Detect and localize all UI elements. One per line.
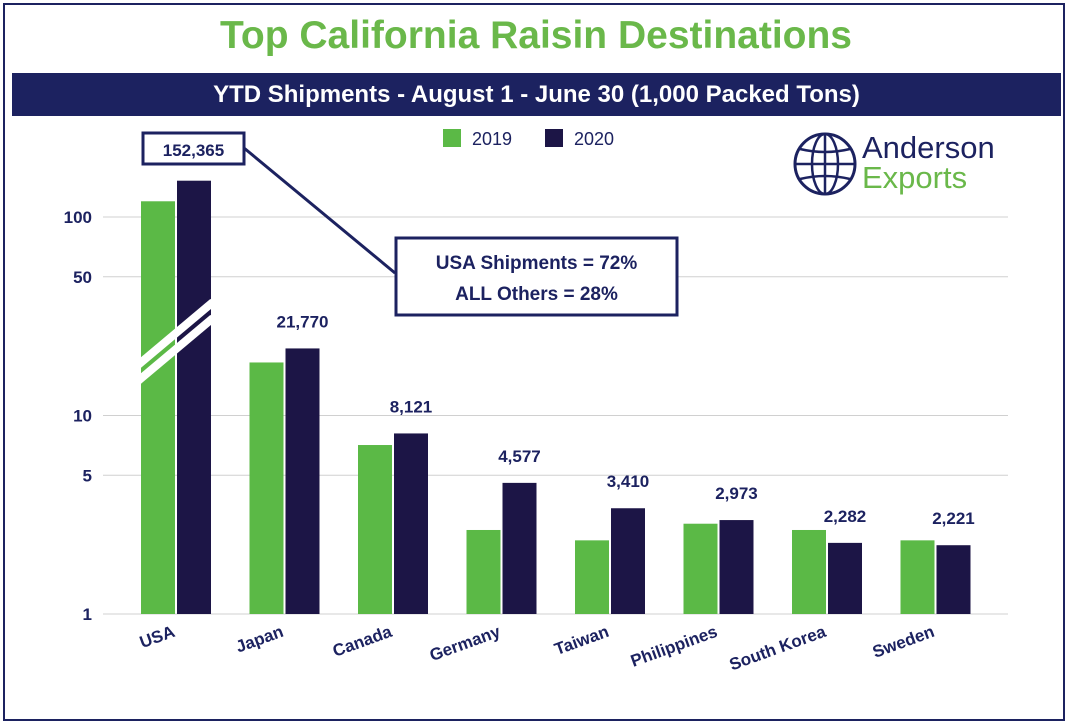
bars	[135, 180, 971, 615]
y-tick-label: 100	[64, 208, 92, 227]
data-labels: 21,770 8,121 4,577 3,410 2,973 2,282 2,221	[277, 312, 975, 528]
axis-break-mark	[135, 298, 216, 369]
bar-2019-japan	[249, 362, 284, 614]
data-label: 4,577	[498, 447, 541, 466]
data-label: 2,973	[715, 484, 758, 503]
company-logo: Anderson Exports	[792, 131, 1022, 197]
callout-line: ALL Others = 28%	[455, 284, 618, 305]
data-label: 21,770	[277, 312, 329, 331]
bar-2020-germany	[502, 482, 537, 614]
data-label: 8,121	[390, 397, 433, 416]
bar-2019-south-korea	[792, 529, 826, 614]
y-tick-label: 1	[83, 605, 92, 624]
data-label: 2,221	[932, 509, 975, 528]
data-label: 2,282	[824, 507, 867, 526]
bar-2020-philippines	[719, 520, 754, 614]
bar-2019-usa	[141, 201, 175, 614]
bar-2020-south-korea	[828, 542, 862, 614]
x-tick-label: Philippines	[628, 622, 720, 671]
y-axis-ticks: 1 5 10 50 100	[64, 208, 92, 624]
bar-2020-canada	[394, 433, 428, 614]
bar-2019-canada	[358, 445, 392, 614]
legend: 2019 2020	[443, 129, 614, 149]
bar-2020-taiwan	[611, 508, 645, 614]
callout-connector	[243, 146, 396, 275]
bar-2019-taiwan	[575, 540, 609, 614]
chart-frame	[3, 3, 1065, 721]
x-tick-label: Germany	[427, 622, 503, 665]
logo-text-anderson: Anderson	[862, 130, 995, 165]
x-tick-label: Canada	[330, 622, 395, 661]
bar-2019-sweden	[900, 540, 935, 614]
data-label-usa: 152,365	[163, 141, 224, 160]
callout-box	[394, 236, 679, 317]
x-tick-label: Japan	[233, 622, 286, 657]
legend-label-2020: 2020	[574, 129, 614, 149]
bar-2020-japan	[285, 348, 320, 614]
legend-swatch-2020	[545, 129, 563, 147]
y-tick-label: 5	[83, 466, 92, 485]
y-tick-label: 10	[73, 407, 92, 426]
annotation: 152,365 USA Shipments = 72% ALL Others = 2…	[141, 131, 679, 317]
bar-2020-usa	[177, 180, 211, 615]
legend-swatch-2019	[443, 129, 461, 147]
bar-2019-germany	[466, 529, 501, 614]
callout-line: USA Shipments = 72%	[436, 253, 638, 274]
bar-2020-sweden	[936, 545, 971, 614]
x-tick-label: Taiwan	[552, 622, 611, 659]
data-label: 3,410	[607, 472, 650, 491]
bar-2019-philippines	[683, 523, 718, 614]
x-tick-label: Sweden	[870, 622, 937, 662]
chart-title: Top California Raisin Destinations	[219, 14, 853, 57]
chart-subtitle: YTD Shipments - August 1 - June 30 (1,00…	[12, 73, 1061, 116]
x-tick-label: South Korea	[727, 622, 829, 675]
axis-break-mark	[135, 314, 216, 385]
logo-text-exports: Exports	[862, 160, 968, 195]
y-tick-label: 50	[73, 268, 92, 287]
legend-label-2019: 2019	[472, 129, 512, 149]
x-tick-label: USA	[137, 622, 177, 652]
x-axis-ticks: USA Japan Canada Germany Taiwan Philippines So…	[137, 622, 937, 675]
globe-icon	[793, 132, 857, 196]
usa-label-box	[141, 131, 246, 166]
